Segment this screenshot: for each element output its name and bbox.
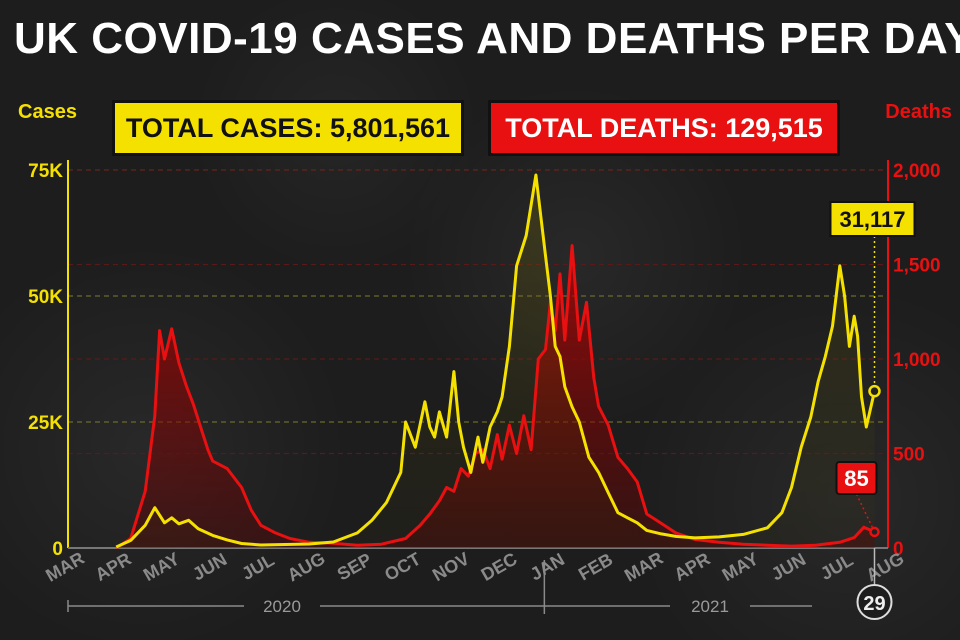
month-label: MAY xyxy=(140,549,183,586)
right-tick-label: 500 xyxy=(893,445,925,466)
right-tick-label: 1,000 xyxy=(893,350,941,371)
month-label: JUN xyxy=(768,549,809,584)
month-label: APR xyxy=(92,549,135,585)
month-label: JUL xyxy=(238,550,277,584)
month-label: SEP xyxy=(334,549,375,584)
end-day-circle xyxy=(856,584,893,620)
annotation-layer: 31,117 85 xyxy=(829,201,916,538)
deaths-annotation-box xyxy=(835,461,878,495)
month-label: MAR xyxy=(42,548,88,586)
cases-last-point xyxy=(868,384,881,398)
month-label: OCT xyxy=(381,549,424,585)
series-layer xyxy=(115,173,876,550)
right-tick-label: 0 xyxy=(893,539,904,560)
year-label-2021: 2021 xyxy=(691,597,729,616)
right-tick-label: 1,500 xyxy=(893,256,941,277)
month-label: JUN xyxy=(189,549,230,584)
left-tick-label: 75K xyxy=(28,161,63,182)
month-label: DEC xyxy=(478,549,521,585)
cases-annotation-box xyxy=(829,201,916,237)
total-cases-badge: TOTAL CASES: 5,801,561 xyxy=(112,100,464,156)
right-tick-label: 2,000 xyxy=(893,161,941,182)
month-label: FEB xyxy=(575,549,616,584)
left-tick-label: 25K xyxy=(28,413,63,434)
cases-line xyxy=(115,173,876,549)
x-axis-labels: MAR APR MAY JUN JUL AUG SEP OCT NOV DEC JAN FEB MAR A… xyxy=(42,548,907,620)
month-label: APR xyxy=(671,549,714,585)
left-axis-title: Cases xyxy=(18,101,77,123)
deaths-line xyxy=(115,244,876,550)
month-label: NOV xyxy=(429,548,473,585)
chart-title: UK COVID-19 CASES AND DEATHS PER DAY xyxy=(14,14,960,63)
left-tick-label: 0 xyxy=(52,539,63,560)
right-axis-title: Deaths xyxy=(885,101,952,123)
deaths-last-point xyxy=(869,526,880,538)
deaths-annotation-label: 85 xyxy=(844,466,868,491)
end-day-label: 29 xyxy=(863,593,885,615)
month-label: MAR xyxy=(621,548,667,586)
left-tick-label: 50K xyxy=(28,287,63,308)
year-label-2020: 2020 xyxy=(263,597,301,616)
month-label: JUL xyxy=(817,550,856,584)
cases-annotation-label: 31,117 xyxy=(839,207,905,232)
month-label: AUG xyxy=(284,548,329,585)
month-label: JAN xyxy=(527,549,568,584)
total-deaths-badge: TOTAL DEATHS: 129,515 xyxy=(488,100,840,156)
month-label: MAY xyxy=(719,549,762,586)
cases-area xyxy=(116,175,875,548)
deaths-annotation-leader xyxy=(855,493,876,533)
